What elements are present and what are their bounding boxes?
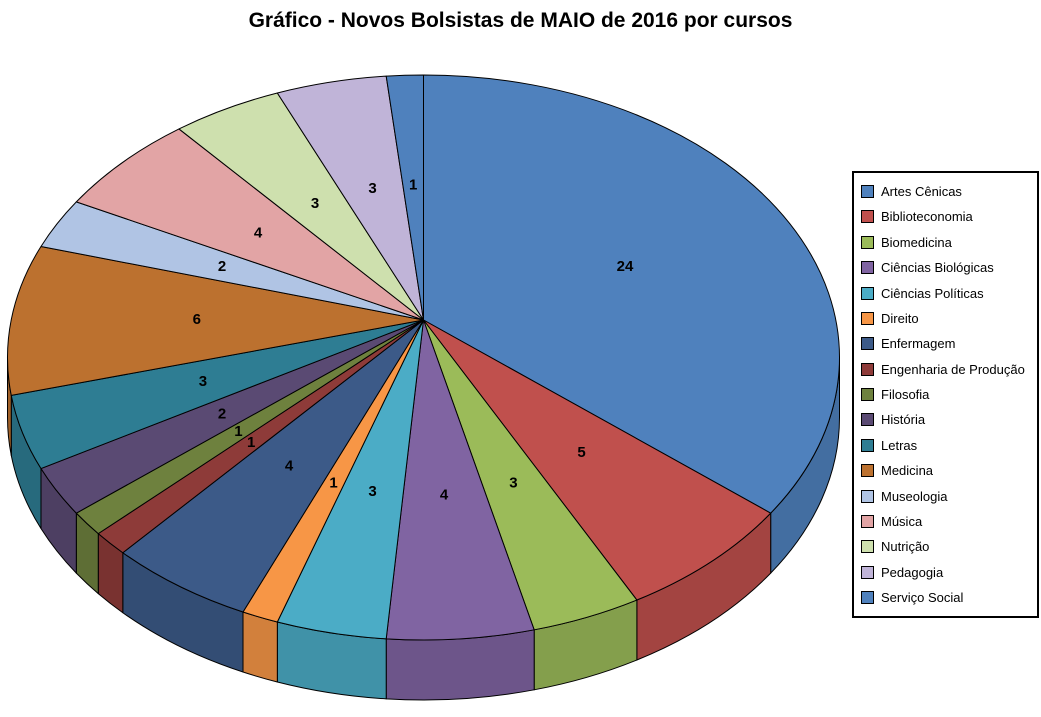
data-label-13: 2 <box>218 258 226 275</box>
legend-label: Letras <box>881 437 918 453</box>
legend-label: Filosofia <box>881 387 930 402</box>
pie-slice-14 <box>75 128 424 321</box>
data-label-1: 24 <box>617 258 634 275</box>
legend-item: Medicina <box>861 458 1035 483</box>
data-label-12: 6 <box>193 311 201 328</box>
data-label-6: 1 <box>329 474 337 491</box>
legend-label: Pedagogia <box>881 564 944 580</box>
legend-item: Ciências Biológicas <box>861 255 1035 280</box>
data-label-15: 3 <box>311 195 319 212</box>
legend-label: Ciências Biológicas <box>881 260 994 276</box>
data-label-16: 3 <box>368 180 376 197</box>
legend-swatch <box>861 565 874 579</box>
data-label-3: 3 <box>509 474 517 491</box>
legend-label: Engenharia de Produção <box>881 361 1025 377</box>
legend-swatch <box>861 489 874 503</box>
pie-slice-7 <box>122 319 424 613</box>
pie-slice-17 <box>385 74 424 321</box>
legend-item: Enfermagem <box>861 331 1035 356</box>
pie-slice-side-6 <box>242 611 278 683</box>
legend-swatch <box>861 413 874 427</box>
legend-item: Música <box>861 509 1035 534</box>
data-label-14: 4 <box>254 224 263 241</box>
legend-swatch <box>861 337 874 351</box>
legend-label: Serviço Social <box>881 590 964 605</box>
pie-slice-1 <box>423 74 840 514</box>
legend-swatch <box>861 464 874 478</box>
legend-item: Museologia <box>861 484 1035 509</box>
legend-item: História <box>861 407 1035 432</box>
legend-item: Biblioteconomia <box>861 204 1035 229</box>
data-label-2: 5 <box>577 444 585 461</box>
pie-slice-12 <box>7 245 424 396</box>
legend-item: Biomedicina <box>861 230 1035 255</box>
legend-item: Direito <box>861 306 1035 331</box>
legend-label: Biomedicina <box>881 234 952 250</box>
data-label-8: 1 <box>247 434 255 451</box>
legend-swatch <box>861 210 874 224</box>
legend-item: Letras <box>861 433 1035 458</box>
legend-label: Biblioteconomia <box>881 209 973 225</box>
legend-label: Artes Cênicas <box>881 184 962 199</box>
legend-swatch <box>861 591 874 604</box>
legend-item: Engenharia de Produção <box>861 357 1035 382</box>
pie-slice-2 <box>423 319 772 601</box>
legend-swatch <box>861 438 874 452</box>
legend-label: Ciências Políticas <box>881 285 984 301</box>
legend-label: Museologia <box>881 488 948 504</box>
legend-items: Artes Cênicas Biblioteconomia Biomedicina C… <box>861 179 1035 610</box>
legend-label: Nutrição <box>881 539 930 555</box>
legend-swatch <box>861 311 874 325</box>
legend-label: Enfermagem <box>881 336 956 352</box>
data-label-9: 1 <box>234 423 242 440</box>
legend-swatch <box>861 261 874 275</box>
data-label-11: 3 <box>199 373 207 390</box>
chart-title: Gráfico - Novos Bolsistas de MAIO de 201… <box>248 9 793 32</box>
pie-slice-4 <box>385 319 535 641</box>
legend-item: Nutrição <box>861 534 1035 559</box>
pie-slice-side-4 <box>385 629 535 701</box>
legend-label: História <box>881 412 926 428</box>
legend-swatch <box>861 286 874 300</box>
legend-item: Serviço Social <box>861 585 1035 610</box>
legend-item: Pedagogia <box>861 560 1035 585</box>
legend-swatch <box>861 362 874 376</box>
legend-label: Música <box>881 513 923 529</box>
legend-swatch <box>861 540 874 554</box>
data-label-4: 4 <box>440 486 449 503</box>
legend-swatch <box>861 514 874 528</box>
data-label-10: 2 <box>218 405 226 422</box>
legend-label: Direito <box>881 310 919 326</box>
legend-swatch <box>861 185 874 198</box>
data-label-5: 3 <box>368 483 376 500</box>
legend-item: Ciências Políticas <box>861 281 1035 306</box>
legend-swatch <box>861 388 874 401</box>
data-label-17: 1 <box>409 176 417 193</box>
legend-label: Medicina <box>881 463 934 479</box>
legend: Artes Cênicas Biblioteconomia Biomedicina C… <box>852 171 1039 618</box>
legend-item: Artes Cênicas <box>861 179 1035 204</box>
legend-item: Filosofia <box>861 382 1035 407</box>
data-label-7: 4 <box>285 457 294 474</box>
legend-swatch <box>861 235 874 249</box>
